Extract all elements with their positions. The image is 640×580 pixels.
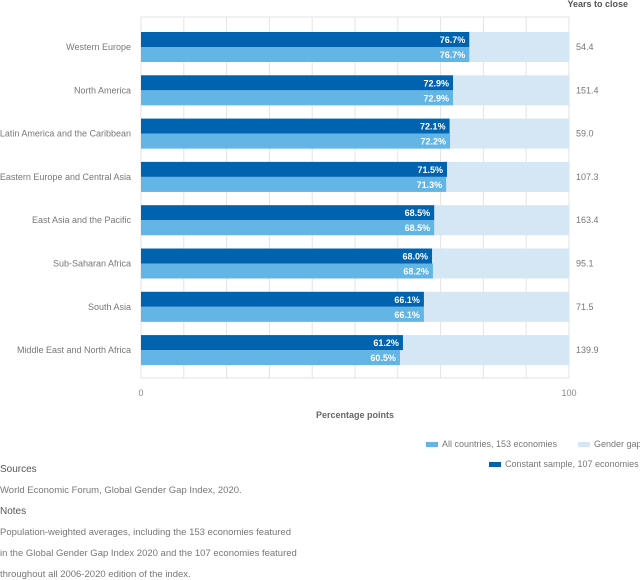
constant-sample-bar [141, 32, 470, 47]
years-to-close-value: 107.3 [576, 172, 599, 182]
years-to-close-value: 139.9 [576, 345, 599, 355]
years-to-close-value: 151.4 [576, 85, 599, 95]
data-label: 76.7% [440, 50, 466, 60]
years-to-close-value: 95.1 [576, 259, 594, 269]
category-label: Eastern Europe and Central Asia [0, 172, 131, 182]
constant-sample-bar [141, 205, 435, 221]
data-label: 68.5% [405, 223, 431, 233]
data-label: 66.1% [394, 295, 420, 305]
all-countries-bar [141, 176, 447, 192]
notes-heading: Notes [0, 506, 27, 517]
constant-sample-bar [141, 248, 433, 264]
all-countries-bar [141, 306, 424, 322]
bar-chart: Years to close Western Europe 76.7% 76.7% 54… [0, 0, 628, 420]
years-to-close-value: 59.0 [576, 129, 594, 139]
legend-swatch [578, 442, 590, 448]
legend-swatch [426, 442, 438, 448]
category-label: Western Europe [66, 42, 131, 52]
years-to-close-value: 71.5 [576, 302, 594, 312]
legend-label: Constant sample, 107 economies [505, 459, 639, 469]
data-label: 72.9% [423, 93, 449, 103]
all-countries-bar [141, 350, 400, 366]
category-label: Latin America and the Caribbean [0, 129, 131, 139]
years-to-close-value: 54.4 [576, 42, 594, 52]
legend-all-countries: All countries, 153 economies [426, 439, 557, 449]
constant-sample-bar [141, 291, 424, 307]
notes-line: in the Global Gender Gap Index 2020 and … [0, 548, 297, 559]
x-tick-label: 0 [138, 388, 143, 398]
data-label: 71.3% [417, 180, 443, 190]
years-to-close-value: 163.4 [576, 215, 599, 225]
years-to-close-title: Years to close [567, 0, 628, 9]
data-label: 61.2% [373, 338, 399, 348]
data-label: 66.1% [394, 310, 420, 320]
notes-line: Population-weighted averages, including … [0, 527, 292, 538]
legend-swatch [489, 462, 501, 468]
all-countries-bar [141, 220, 435, 236]
all-countries-bar [141, 263, 433, 279]
sources-text: World Economic Forum, Global Gender Gap … [0, 485, 242, 496]
constant-sample-bar [141, 161, 448, 177]
sources-heading: Sources [0, 464, 37, 475]
legend-label: All countries, 153 economies [442, 439, 558, 449]
constant-sample-bar [141, 75, 454, 91]
legend-constant-sample: Constant sample, 107 economies [489, 459, 639, 469]
data-label: 68.5% [405, 208, 431, 218]
data-label: 60.5% [370, 353, 396, 363]
constant-sample-bar [141, 118, 450, 134]
x-tick-label: 100 [561, 388, 576, 398]
constant-sample-bar [141, 335, 403, 351]
legend-label: Gender gap [594, 439, 640, 449]
data-label: 72.9% [423, 78, 449, 88]
data-label: 68.2% [403, 267, 429, 277]
all-countries-bar [141, 133, 451, 149]
data-label: 68.0% [403, 252, 429, 262]
category-label: Middle East and North Africa [17, 345, 131, 355]
category-label: Sub-Saharan Africa [53, 259, 131, 269]
x-axis-label: Percentage points [316, 410, 394, 420]
category-label: East Asia and the Pacific [32, 215, 132, 225]
data-label: 72.1% [420, 122, 446, 132]
category-label: South Asia [88, 302, 131, 312]
data-label: 72.2% [420, 137, 446, 147]
data-label: 76.7% [440, 35, 466, 45]
legend-gender-gap: Gender gap [578, 439, 640, 449]
category-label: North America [74, 85, 131, 95]
all-countries-bar [141, 90, 454, 106]
all-countries-bar [141, 47, 470, 62]
notes-line: throughout all 2006-2020 edition of the … [0, 569, 191, 580]
data-label: 71.5% [417, 165, 443, 175]
